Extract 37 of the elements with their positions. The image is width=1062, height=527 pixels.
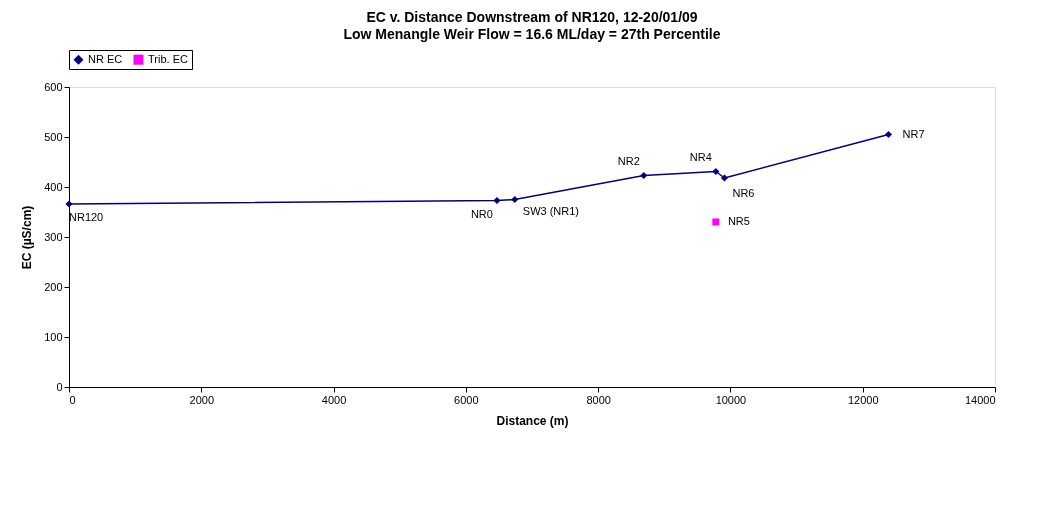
point — [884, 130, 893, 139]
annotation: SW3 (NR1) — [522, 204, 580, 217]
y-axis-title: EC (µS/cm) — [20, 205, 35, 270]
annotation: NR4 — [689, 150, 712, 163]
x-tick-label: 6000 — [454, 393, 479, 406]
point — [720, 174, 729, 182]
chart-title: EC v. Distance Downstream of NR120, 12-20/01/09 — [366, 8, 698, 25]
point — [640, 171, 648, 180]
y-tick-label: 300 — [44, 230, 63, 243]
annotation: NR5 — [727, 215, 750, 227]
legend-label: NR EC — [88, 52, 123, 65]
x-tick-label: 12000 — [847, 393, 879, 406]
annotation: NR120 — [69, 211, 104, 223]
y-tick-label: 200 — [44, 280, 63, 293]
x-tick-label: 4000 — [321, 393, 347, 406]
x-tick-label: 2000 — [189, 393, 215, 406]
annotation: NR0 — [470, 207, 493, 220]
point — [712, 218, 720, 226]
x-axis-title: Distance (m) — [496, 413, 569, 428]
y-tick-label: 100 — [44, 330, 63, 343]
point — [511, 195, 519, 204]
legend-label: Trib. EC — [148, 52, 188, 65]
x-tick-label: 0 — [69, 393, 76, 406]
annotation: NR2 — [617, 154, 640, 167]
annotation: NR7 — [902, 127, 925, 140]
x-tick-label: 10000 — [715, 393, 747, 406]
y-tick-label: 400 — [44, 180, 63, 193]
y-tick-label: 0 — [56, 380, 63, 393]
y-tick-label: 600 — [44, 80, 63, 93]
chart-subtitle: Low Menangle Weir Flow = 16.6 ML/day = 27th Percentile — [343, 25, 721, 42]
point — [493, 196, 501, 205]
x-tick-label: 8000 — [586, 393, 611, 406]
point — [712, 167, 720, 176]
point — [65, 200, 73, 208]
y-tick-label: 500 — [44, 130, 63, 143]
x-tick-label: 14000 — [964, 393, 996, 406]
annotation: NR6 — [732, 187, 755, 199]
